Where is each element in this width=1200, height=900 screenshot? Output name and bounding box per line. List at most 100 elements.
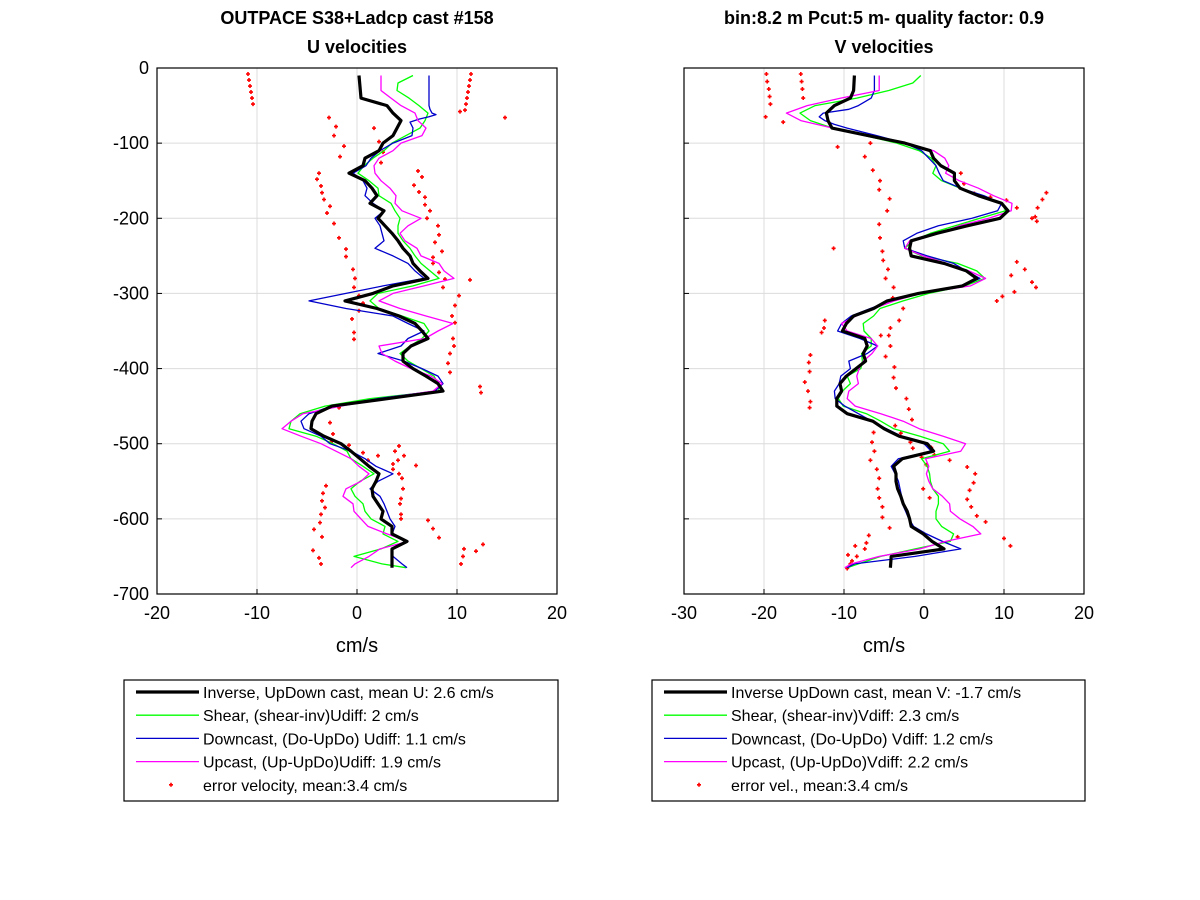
u-error-marker xyxy=(344,254,348,259)
v-velocity-plot: -30 -20 -10 0 10 20 xyxy=(671,67,1094,623)
v-legend-box xyxy=(651,679,1086,802)
u-legend-label: Shear, (shear-inv)Udiff: 2 cm/s xyxy=(203,708,419,725)
v-x-axis-label: cm/s xyxy=(863,635,905,657)
v-error-marker xyxy=(1014,205,1019,210)
v-series-inverse-line xyxy=(824,75,1010,568)
u-error-marker xyxy=(323,505,327,510)
v-legend-label: Downcast, (Do-UpDo) Vdiff: 1.2 cm/s xyxy=(731,731,993,748)
v-error-marker xyxy=(875,486,880,491)
u-series-upcast-line xyxy=(281,75,455,569)
u-legend-box xyxy=(123,679,559,802)
v-error-marker xyxy=(870,440,874,445)
u-error-marker xyxy=(344,247,348,252)
u-error-marker xyxy=(463,108,467,113)
v-error-marker xyxy=(819,330,824,335)
v-error-marker xyxy=(822,325,826,330)
u-error-marker xyxy=(351,267,355,272)
u-y-tick-label: -200 xyxy=(113,208,149,228)
v-error-marker xyxy=(973,471,978,476)
u-error-marker xyxy=(352,330,356,335)
v-x-tick-label: 0 xyxy=(919,603,929,623)
u-error-marker xyxy=(332,221,336,226)
u-error-marker xyxy=(423,202,427,207)
u-error-marker xyxy=(352,285,356,290)
v-error-marker xyxy=(965,465,970,470)
u-error-marker xyxy=(342,144,346,149)
v-error-marker xyxy=(883,276,888,281)
u-plot-frame xyxy=(156,67,558,595)
v-data-area xyxy=(763,72,1049,571)
v-error-marker xyxy=(853,543,858,548)
u-legend-label: Inverse, UpDown cast, mean U: 2.6 cm/s xyxy=(203,685,494,702)
v-error-marker xyxy=(763,114,768,119)
v-error-marker xyxy=(885,208,890,213)
v-error-marker xyxy=(850,558,854,563)
v-error-marker xyxy=(808,353,813,358)
u-error-marker xyxy=(423,195,427,200)
u-error-marker xyxy=(249,90,253,95)
u-error-marker xyxy=(452,344,456,349)
v-error-marker xyxy=(927,495,932,500)
u-error-marker xyxy=(319,183,323,188)
u-error-marker xyxy=(453,303,457,308)
u-error-marker xyxy=(457,293,461,298)
u-series-shear-line xyxy=(288,74,440,569)
u-error-marker xyxy=(391,467,395,472)
v-error-marker xyxy=(1033,214,1038,219)
v-error-marker xyxy=(974,513,979,518)
u-error-marker xyxy=(325,211,329,216)
u-error-marker xyxy=(397,471,401,476)
v-error-marker xyxy=(897,318,902,323)
v-legend-marker xyxy=(697,782,701,787)
v-error-marker xyxy=(868,141,873,146)
u-error-marker xyxy=(318,520,322,525)
v-error-marker xyxy=(887,525,892,530)
u-error-marker xyxy=(337,235,341,240)
v-error-marker xyxy=(965,497,970,502)
u-x-tick-label: 20 xyxy=(547,603,567,623)
u-error-marker xyxy=(391,462,395,467)
u-y-tick-label: 0 xyxy=(139,58,149,78)
v-x-tick-label: -30 xyxy=(671,603,697,623)
u-y-tick-label: -400 xyxy=(113,359,149,379)
v-error-marker xyxy=(1012,289,1017,294)
left-title-line-2: U velocities xyxy=(307,37,407,57)
u-y-tick-label: -600 xyxy=(113,509,149,529)
u-error-marker xyxy=(320,534,324,539)
u-y-tick-label: -300 xyxy=(113,283,149,303)
v-error-marker xyxy=(947,458,952,463)
v-error-marker xyxy=(864,540,869,545)
u-error-marker xyxy=(317,555,321,560)
u-error-marker xyxy=(248,84,252,89)
u-error-marker xyxy=(320,498,324,503)
v-error-marker xyxy=(846,552,850,557)
u-error-marker xyxy=(321,491,325,496)
v-error-marker xyxy=(910,417,914,422)
v-error-marker xyxy=(862,154,867,159)
v-error-marker xyxy=(969,504,974,509)
u-error-marker xyxy=(458,109,462,114)
u-error-marker xyxy=(474,549,478,554)
v-error-marker xyxy=(806,389,810,394)
v-error-marker xyxy=(901,306,906,311)
u-error-marker xyxy=(481,542,485,547)
v-error-marker xyxy=(888,344,893,349)
v-error-marker xyxy=(883,354,888,359)
u-error-marker xyxy=(465,96,469,101)
u-error-marker xyxy=(320,190,324,195)
u-error-marker xyxy=(347,443,351,448)
v-error-marker xyxy=(868,458,873,463)
v-error-marker xyxy=(878,333,883,338)
u-error-marker xyxy=(448,370,452,375)
u-error-marker xyxy=(436,223,440,228)
right-title-line-2: V velocities xyxy=(834,37,933,57)
v-error-marker xyxy=(822,318,827,323)
v-error-marker xyxy=(799,79,804,84)
u-error-marker xyxy=(437,270,441,275)
v-error-marker xyxy=(892,365,897,370)
v-legend-label: Shear, (shear-inv)Vdiff: 2.3 cm/s xyxy=(731,708,959,725)
v-x-tick-label: 10 xyxy=(994,603,1014,623)
v-error-marker xyxy=(891,375,896,380)
u-error-marker xyxy=(396,458,400,463)
v-error-marker xyxy=(910,446,915,451)
